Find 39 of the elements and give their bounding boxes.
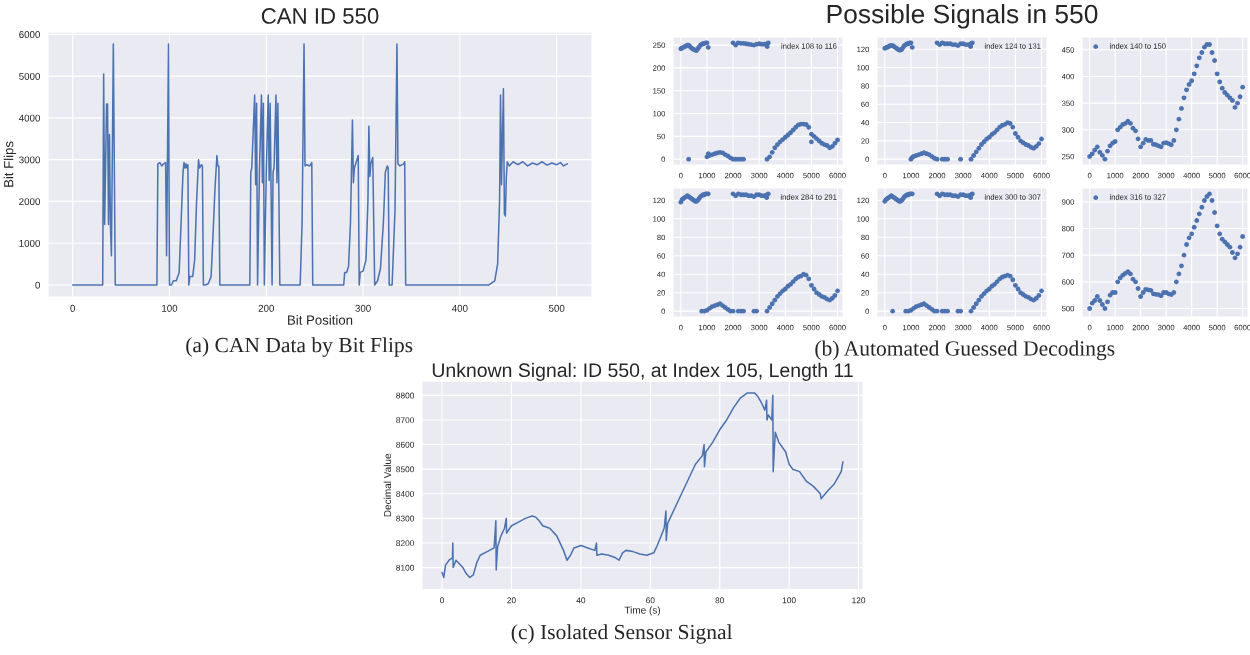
y-tick-label: 6000	[19, 31, 40, 38]
chart-title: CAN ID 550	[261, 8, 379, 24]
x-tick-label: 0	[440, 597, 445, 604]
x-tick-label: 500	[548, 304, 565, 312]
x-axis-title: Bit Position	[288, 315, 353, 325]
x-tick-label: 60	[646, 597, 655, 604]
y-tick-label: 8100	[396, 564, 415, 571]
x-tick-label: 100	[162, 304, 178, 312]
y-tick-label: 2000	[19, 198, 40, 206]
x-tick-label: 100	[782, 597, 796, 604]
x-tick-label: 0	[70, 304, 76, 312]
text: (a) CAN Data by Bit Flips	[186, 337, 413, 357]
x-tick-label: 40	[576, 597, 586, 604]
chart-title: Possible Signals in 550	[827, 3, 1098, 29]
x-tick-label: 20	[507, 597, 516, 604]
x-tick-label: 400	[451, 304, 468, 312]
x-axis-title: Time (s)	[624, 606, 661, 616]
y-tick-label: 8800	[396, 392, 415, 399]
chart-title: Unknown Signal: ID 550, at Index 105, Length 11	[432, 362, 853, 381]
x-tick-label: 200	[258, 304, 275, 312]
y-axis-title: Decimal Value	[383, 453, 392, 517]
y-tick-label: 5000	[19, 72, 40, 80]
y-tick-label: 4000	[18, 114, 40, 122]
line-series	[71, 43, 569, 286]
y-tick-label: 8700	[396, 417, 415, 424]
y-tick-label: 8400	[396, 490, 415, 497]
y-axis-title: Bit Flips	[3, 141, 16, 187]
y-tick-label: 8500	[396, 466, 415, 473]
x-tick-label: 80	[715, 597, 725, 604]
y-tick-label: 8300	[396, 515, 415, 522]
y-tick-label: 0	[35, 281, 40, 289]
y-tick-label: 1000	[19, 239, 40, 247]
x-tick-label: 300	[355, 304, 371, 312]
text: (c) Isolated Sensor Signal	[511, 624, 733, 644]
y-tick-label: 8600	[396, 441, 415, 448]
y-tick-label: 3000	[19, 156, 40, 164]
text: (b) Automated Guessed Decodings	[815, 340, 1115, 361]
y-tick-label: 8200	[396, 540, 415, 547]
line-series	[441, 392, 844, 579]
